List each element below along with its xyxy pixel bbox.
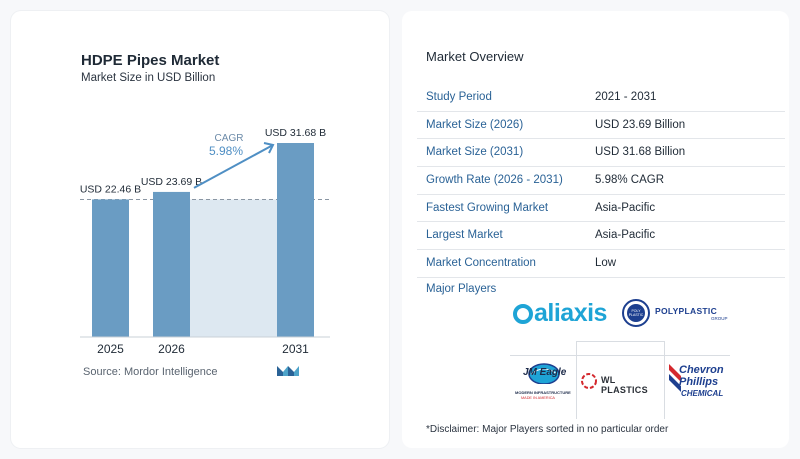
wl-plastics-wordmark: WL PLASTICS — [601, 375, 648, 395]
bar-value-label: USD 31.68 B — [265, 127, 326, 139]
bar — [92, 199, 129, 337]
polyplastic-badge-text: POLY PLASTIC — [628, 309, 644, 317]
cagr-arrow-head — [263, 142, 275, 154]
overview-value: USD 31.68 Billion — [595, 146, 686, 159]
x-tick-label: 2031 — [282, 342, 309, 356]
overview-row-fastest-growing: Fastest Growing Market Asia-Pacific — [417, 195, 785, 223]
overview-value: 2021 - 2031 — [595, 91, 657, 103]
cagr-value: 5.98% — [209, 144, 243, 158]
chart-subtitle: Market Size in USD Billion — [81, 72, 216, 84]
overview-row-growth-rate: Growth Rate (2026 - 2031) 5.98% CAGR — [417, 167, 785, 195]
cagr-shaded-area — [190, 199, 277, 337]
overview-label: Largest Market — [426, 229, 503, 242]
overview-row-study-period: Study Period 2021 - 2031 — [417, 84, 785, 112]
bar — [277, 143, 314, 337]
overview-value: 5.98% CAGR — [595, 174, 665, 187]
logo-divider — [576, 341, 577, 419]
source-text: Source: Mordor Intelligence — [83, 366, 218, 378]
overview-title: Market Overview — [426, 49, 524, 64]
logo-divider — [664, 341, 665, 419]
chevron-wordmark-3: CHEMICAL — [681, 389, 724, 398]
logo-divider — [576, 341, 665, 342]
polyplastic-logo: POLY PLASTIC POLYPLASTIC GROUP — [621, 298, 731, 330]
overview-card — [402, 11, 789, 448]
overview-value: Asia-Pacific — [595, 229, 656, 242]
jm-eagle-made-in: MADE IN AMERICA — [521, 396, 555, 400]
overview-label: Market Size (2026) — [426, 118, 524, 131]
overview-row-market-size-2026: Market Size (2026) USD 23.69 Billion — [417, 112, 785, 140]
aliaxis-circle-icon — [513, 304, 533, 324]
overview-label: Market Size (2031) — [426, 146, 524, 159]
x-tick-label: 2026 — [158, 342, 185, 356]
chevron-wordmark-1: Chevron — [679, 364, 724, 376]
overview-label: Market Concentration — [426, 257, 536, 270]
x-tick-label: 2025 — [97, 342, 124, 356]
overview-value: Asia-Pacific — [595, 201, 656, 214]
major-players-title: Major Players — [426, 283, 497, 295]
overview-label: Study Period — [426, 91, 492, 103]
bar-chart: USD 22.46 B 2025 USD 23.69 B 2026 USD 31.68 … — [80, 127, 330, 356]
jm-eagle-globe-icon — [528, 363, 560, 384]
polyplastic-subtext: GROUP — [711, 316, 728, 321]
overview-row-concentration: Market Concentration Low — [417, 250, 785, 278]
chart-title: HDPE Pipes Market — [81, 52, 220, 69]
chevron-stripes-icon — [669, 364, 681, 392]
bar-value-label: USD 23.69 B — [141, 176, 202, 188]
overview-value: Low — [595, 257, 617, 270]
disclaimer-text: *Disclaimer: Major Players sorted in no … — [426, 424, 669, 435]
jm-eagle-logo: JM Eagle MODERN INFRASTRUCTURE MADE IN A… — [513, 360, 575, 412]
overview-table: Study Period 2021 - 2031 Market Size (20… — [417, 84, 785, 278]
overview-row-largest-market: Largest Market Asia-Pacific — [417, 222, 785, 251]
chevron-wordmark-2: Phillips — [679, 376, 719, 388]
polyplastic-badge-icon — [622, 299, 650, 327]
aliaxis-wordmark: aliaxis — [534, 299, 607, 327]
wl-plastics-swirl-icon — [581, 373, 597, 389]
logo-divider — [510, 355, 730, 356]
cagr-arrow-line — [193, 144, 274, 189]
cagr-label: CAGR — [215, 133, 244, 144]
jm-eagle-wordmark: JM Eagle — [523, 367, 567, 378]
overview-row-market-size-2031: Market Size (2031) USD 31.68 Billion — [417, 139, 785, 168]
chevron-phillips-logo: Chevron Phillips CHEMICAL — [667, 358, 733, 414]
jm-eagle-tagline: MODERN INFRASTRUCTURE — [515, 390, 571, 395]
wl-plastics-logo: WL PLASTICS — [580, 368, 662, 395]
mordor-logo-icon — [277, 366, 299, 376]
overview-label: Fastest Growing Market — [426, 201, 549, 214]
bar-value-label: USD 22.46 B — [80, 183, 141, 195]
overview-value: USD 23.69 Billion — [595, 118, 686, 131]
bar — [153, 191, 190, 337]
polyplastic-wordmark: POLYPLASTIC — [655, 306, 718, 316]
aliaxis-logo: aliaxis — [512, 299, 620, 329]
overview-label: Growth Rate (2026 - 2031) — [426, 174, 563, 187]
